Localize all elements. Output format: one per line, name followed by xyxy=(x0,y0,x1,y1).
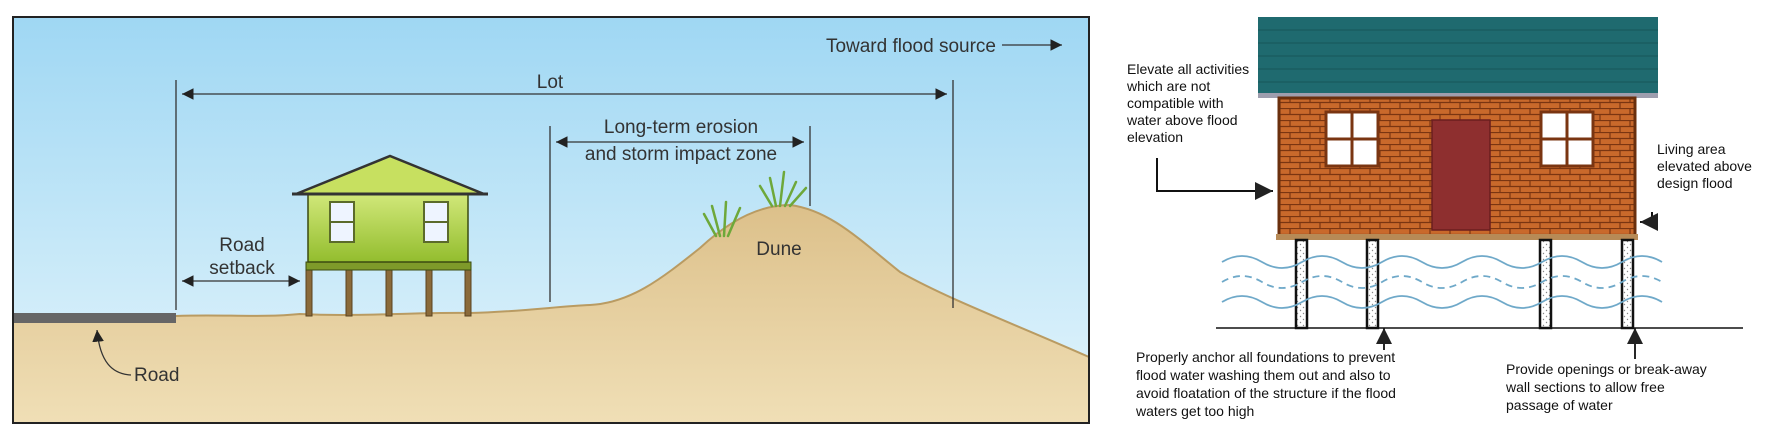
road-setback-label-line1: Road xyxy=(219,235,264,256)
panel-border xyxy=(12,16,1090,424)
door xyxy=(1431,119,1491,231)
floor-slab xyxy=(1276,234,1638,240)
house-pile xyxy=(305,267,313,317)
svg-text:wall sections to allow free: wall sections to allow free xyxy=(1505,379,1665,395)
roof-texture xyxy=(1258,29,1658,83)
foundation-pillar xyxy=(1294,238,1309,330)
svg-text:flood water washing them out a: flood water washing them out and also to xyxy=(1136,367,1391,383)
right-window xyxy=(1539,110,1595,168)
erosion-zone-label-line1: Long-term erosion xyxy=(604,117,758,138)
svg-text:elevated above: elevated above xyxy=(1657,158,1752,174)
toward-flood-source-label: Toward flood source xyxy=(826,36,996,57)
road-callout-arrow xyxy=(92,329,132,376)
svg-text:Provide openings or break-away: Provide openings or break-away xyxy=(1506,361,1707,377)
svg-text:waters get too high: waters get too high xyxy=(1135,403,1254,419)
svg-text:compatible with: compatible with xyxy=(1127,95,1224,111)
erosion-zone-dimension xyxy=(549,126,811,302)
elevate-activities-note: Elevate all activities which are not com… xyxy=(1126,61,1249,145)
elevated-house xyxy=(292,154,488,317)
house-pile xyxy=(385,267,393,317)
anchor-foundations-note: Properly anchor all foundations to preve… xyxy=(1135,349,1396,419)
house-pile xyxy=(425,267,433,317)
roof-eave xyxy=(1258,93,1658,98)
svg-text:Elevate all activities: Elevate all activities xyxy=(1127,61,1249,77)
house-pile xyxy=(464,267,472,317)
road-label: Road xyxy=(134,365,179,386)
erosion-zone-label-line2: and storm impact zone xyxy=(585,144,777,165)
ground-sand xyxy=(12,203,1090,424)
svg-text:which are not: which are not xyxy=(1126,78,1210,94)
svg-text:Properly anchor all foundation: Properly anchor all foundations to preve… xyxy=(1136,349,1395,365)
svg-text:passage of water: passage of water xyxy=(1506,397,1613,413)
dune-grass xyxy=(702,170,808,238)
svg-text:Living area: Living area xyxy=(1657,141,1726,157)
svg-text:avoid floatation of the struct: avoid floatation of the structure if the… xyxy=(1136,385,1396,401)
flood-resistant-house-panel: Elevate all activities which are not com… xyxy=(1126,17,1752,419)
svg-text:design flood: design flood xyxy=(1657,175,1733,191)
living-area-note: Living area elevated above design flood xyxy=(1657,141,1752,191)
flood-water-waves xyxy=(1221,255,1663,309)
svg-text:elevation: elevation xyxy=(1127,129,1183,145)
coastal-lot-panel: Toward flood source Lot Long-term erosio… xyxy=(12,16,1090,424)
road-setback-label-line2: setback xyxy=(209,258,275,279)
svg-text:water above flood: water above flood xyxy=(1126,112,1238,128)
living-area-arrow xyxy=(1640,212,1658,231)
foundation-pillar xyxy=(1538,238,1553,330)
dune-label: Dune xyxy=(756,239,801,260)
lot-label: Lot xyxy=(537,72,564,93)
foundation-pillar xyxy=(1620,238,1635,330)
house-floor xyxy=(305,261,472,271)
lot-dimension xyxy=(175,80,954,310)
elevate-activities-arrow xyxy=(1156,158,1273,200)
house-pile xyxy=(345,267,353,317)
road-surface xyxy=(13,313,176,323)
left-window xyxy=(1324,110,1380,168)
openings-note: Provide openings or break-away wall sect… xyxy=(1505,361,1707,413)
